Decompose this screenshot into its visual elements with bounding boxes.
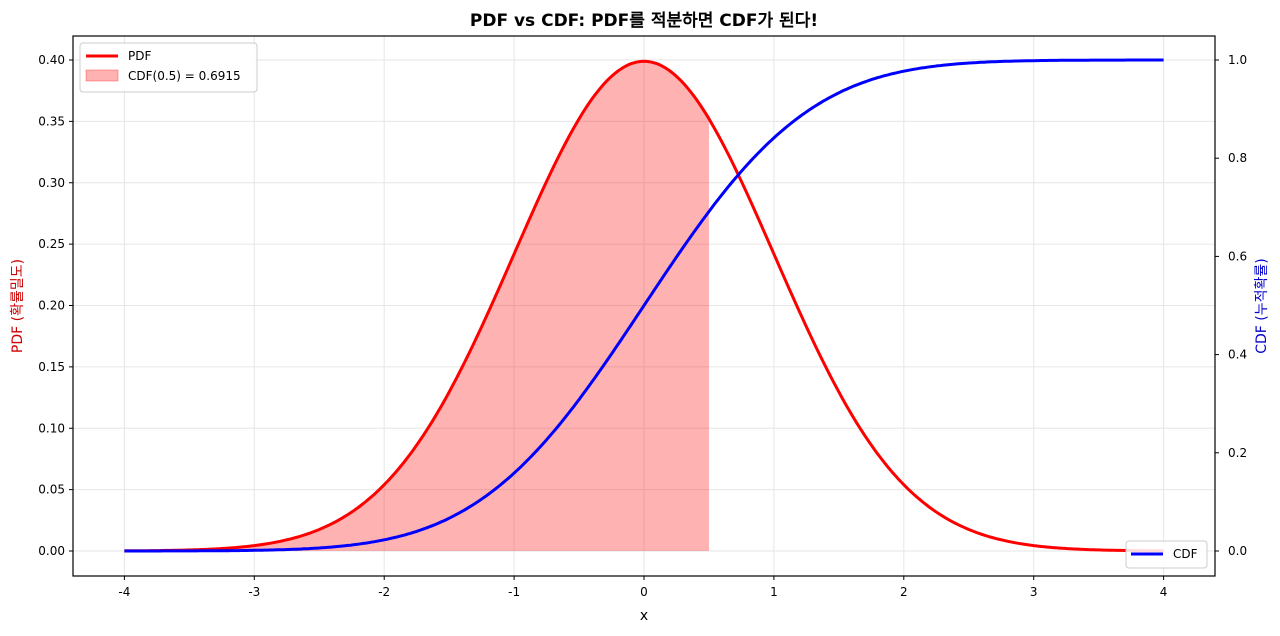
x-tick-label: -1 xyxy=(508,585,520,599)
legend-pdf-label: PDF xyxy=(128,49,151,63)
right-y-tick-label: 1.0 xyxy=(1228,53,1247,67)
right-y-tick-label: 0.6 xyxy=(1228,249,1247,263)
legend-fill-swatch xyxy=(85,69,119,82)
right-y-tick-label: 0.2 xyxy=(1228,446,1247,460)
left-y-tick-label: 0.35 xyxy=(38,114,65,128)
left-y-tick-label: 0.40 xyxy=(38,53,65,67)
left-y-tick-label: 0.20 xyxy=(38,299,65,313)
legend-lower-right: CDF xyxy=(1125,540,1208,569)
legend-cdf-label: CDF xyxy=(1173,547,1198,561)
left-y-tick-label: 0.15 xyxy=(38,360,65,374)
x-axis: -4 -3 -2 -1 0 1 2 3 4 xyxy=(118,576,1167,599)
left-y-axis: 0.00 0.05 0.10 0.15 0.20 0.25 0.30 0.35 0.40 xyxy=(38,53,73,558)
x-axis-label: x xyxy=(640,608,648,624)
x-tick-label: 2 xyxy=(900,585,908,599)
left-y-axis-label: PDF (확률밀도) xyxy=(10,259,26,353)
x-tick-label: 0 xyxy=(640,585,648,599)
right-y-axis: 0.0 0.2 0.4 0.6 0.8 1.0 xyxy=(1215,53,1247,558)
x-tick-label: -4 xyxy=(118,585,130,599)
chart-title: PDF vs CDF: PDF를 적분하면 CDF가 된다! xyxy=(470,11,818,31)
right-y-tick-label: 0.4 xyxy=(1228,348,1247,362)
right-y-axis-label: CDF (누적확률) xyxy=(1254,258,1270,354)
x-tick-label: 4 xyxy=(1160,585,1168,599)
x-tick-label: -3 xyxy=(248,585,260,599)
left-y-tick-label: 0.30 xyxy=(38,176,65,190)
cdf-fill-area xyxy=(124,61,709,552)
right-y-tick-label: 0.8 xyxy=(1228,151,1247,165)
pdf-curve xyxy=(124,59,1164,553)
left-y-tick-label: 0.10 xyxy=(38,421,65,435)
left-y-tick-label: 0.05 xyxy=(38,483,65,497)
legend-fill-label: CDF(0.5) = 0.6915 xyxy=(128,69,241,83)
x-tick-label: -2 xyxy=(378,585,390,599)
left-y-tick-label: 0.00 xyxy=(38,544,65,558)
legend-upper-left: PDF CDF(0.5) = 0.6915 xyxy=(79,42,258,93)
x-tick-label: 1 xyxy=(770,585,778,599)
cdf-curve xyxy=(124,58,1164,553)
right-y-tick-label: 0.0 xyxy=(1228,544,1247,558)
x-tick-label: 3 xyxy=(1030,585,1038,599)
left-y-tick-label: 0.25 xyxy=(38,237,65,251)
